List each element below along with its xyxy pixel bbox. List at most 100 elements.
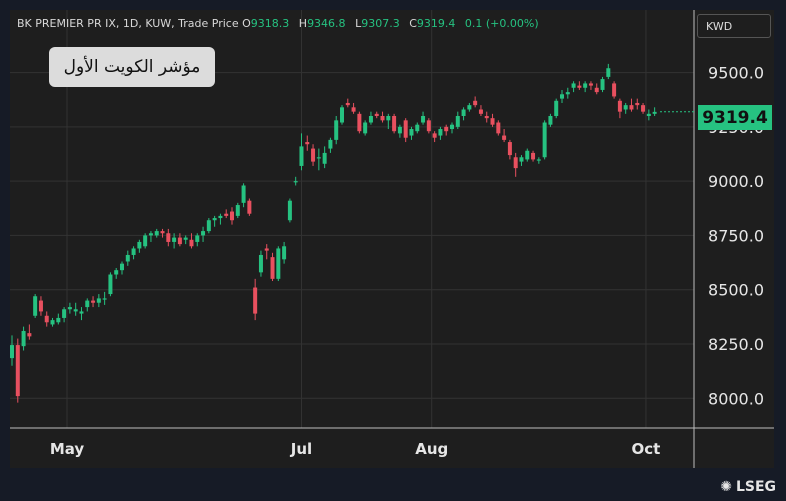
candle bbox=[421, 111, 426, 125]
last-price-tag: 9319.4 bbox=[698, 105, 772, 130]
candle bbox=[542, 120, 547, 160]
candle-body bbox=[467, 105, 472, 110]
candle bbox=[612, 81, 617, 99]
candle-body bbox=[415, 124, 420, 132]
candle bbox=[96, 294, 101, 308]
candle bbox=[328, 137, 333, 153]
candle-body bbox=[212, 218, 217, 221]
candle bbox=[577, 81, 582, 90]
candle bbox=[617, 98, 622, 119]
candle-body bbox=[588, 83, 593, 86]
high-value: 9346.8 bbox=[307, 17, 346, 30]
candle-body bbox=[380, 116, 385, 121]
candle bbox=[525, 148, 530, 162]
candle bbox=[120, 261, 124, 275]
candle-body bbox=[328, 139, 333, 149]
candle bbox=[282, 241, 287, 264]
candle bbox=[44, 311, 49, 327]
candle bbox=[467, 102, 472, 112]
candle bbox=[73, 302, 78, 316]
candle bbox=[183, 235, 188, 245]
candle bbox=[594, 83, 599, 95]
candle-body bbox=[293, 181, 298, 183]
currency-label[interactable]: KWD bbox=[697, 14, 771, 38]
candle-body bbox=[253, 287, 258, 314]
candle-body bbox=[235, 205, 240, 216]
candle-body bbox=[38, 300, 43, 312]
candle bbox=[67, 302, 72, 314]
candle bbox=[415, 122, 420, 134]
candle-body bbox=[166, 233, 171, 242]
candle-body bbox=[490, 118, 495, 125]
candle-body bbox=[137, 241, 142, 249]
candle-body bbox=[206, 220, 211, 232]
candle bbox=[507, 139, 512, 160]
candle-body bbox=[299, 146, 304, 166]
candle-body bbox=[438, 129, 443, 136]
candle-body bbox=[432, 133, 437, 138]
candle bbox=[108, 272, 113, 297]
candle bbox=[195, 233, 200, 247]
candle-body bbox=[357, 113, 362, 132]
candle bbox=[623, 102, 628, 114]
candle bbox=[641, 102, 646, 114]
candle-body bbox=[287, 200, 292, 221]
candle bbox=[374, 111, 379, 119]
candle-body bbox=[114, 270, 119, 275]
candle bbox=[137, 239, 142, 253]
candle-body bbox=[641, 105, 646, 112]
low-label: L bbox=[355, 17, 362, 30]
candle-body bbox=[50, 320, 55, 325]
candle-body bbox=[392, 116, 397, 132]
candle bbox=[565, 87, 570, 99]
candle-body bbox=[334, 120, 339, 140]
candle bbox=[160, 228, 165, 238]
candle-body bbox=[646, 113, 651, 116]
candle bbox=[212, 215, 217, 227]
y-tick-label: 8000.0 bbox=[708, 389, 764, 408]
candle-body bbox=[27, 333, 32, 337]
candle bbox=[548, 113, 553, 127]
candle-body bbox=[195, 235, 200, 242]
candle-body bbox=[201, 231, 206, 236]
candle bbox=[253, 278, 258, 321]
candle-body bbox=[189, 239, 194, 247]
candle bbox=[513, 152, 518, 177]
candle-body bbox=[403, 120, 408, 138]
brand-label: LSEG bbox=[735, 479, 776, 495]
candle-body bbox=[461, 109, 466, 116]
x-tick-label: May bbox=[50, 440, 85, 458]
candle bbox=[224, 209, 229, 219]
candle-body bbox=[548, 116, 553, 125]
candle bbox=[322, 146, 327, 169]
candle bbox=[62, 307, 67, 323]
candle bbox=[455, 111, 460, 130]
candle-body bbox=[264, 248, 269, 251]
candle-body bbox=[450, 124, 454, 130]
candle-body bbox=[525, 150, 530, 160]
candle-body bbox=[426, 120, 431, 132]
candle bbox=[583, 81, 588, 93]
candle-body bbox=[85, 300, 90, 308]
candle-body bbox=[62, 309, 67, 318]
candle bbox=[450, 122, 454, 134]
candle bbox=[444, 124, 449, 136]
candle-body bbox=[154, 231, 159, 236]
candle bbox=[33, 294, 38, 318]
candle-body bbox=[652, 111, 657, 114]
close-value: 9319.4 bbox=[416, 17, 456, 30]
candle-body bbox=[172, 237, 177, 242]
candle-body bbox=[612, 83, 617, 97]
candle bbox=[536, 157, 541, 164]
candle bbox=[496, 120, 501, 136]
candle bbox=[397, 124, 402, 138]
candle-body bbox=[33, 296, 38, 316]
candle-body bbox=[363, 122, 368, 134]
candle-body bbox=[507, 142, 512, 156]
candle-body bbox=[478, 109, 483, 114]
candle-body bbox=[305, 142, 310, 145]
candle bbox=[368, 111, 373, 125]
candle-body bbox=[247, 200, 252, 214]
candle-body bbox=[600, 79, 605, 90]
